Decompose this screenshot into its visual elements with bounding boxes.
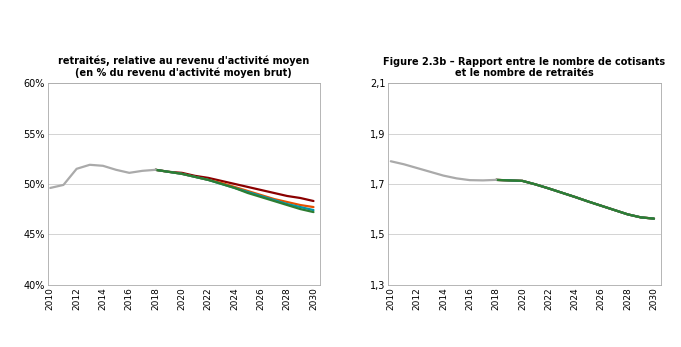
- Title: retraités, relative au revenu d'activité moyen
(en % du revenu d'activité moyen : retraités, relative au revenu d'activité…: [59, 56, 309, 78]
- Title: Figure 2.3b – Rapport entre le nombre de cotisants
et le nombre de retraités: Figure 2.3b – Rapport entre le nombre de…: [383, 57, 665, 78]
